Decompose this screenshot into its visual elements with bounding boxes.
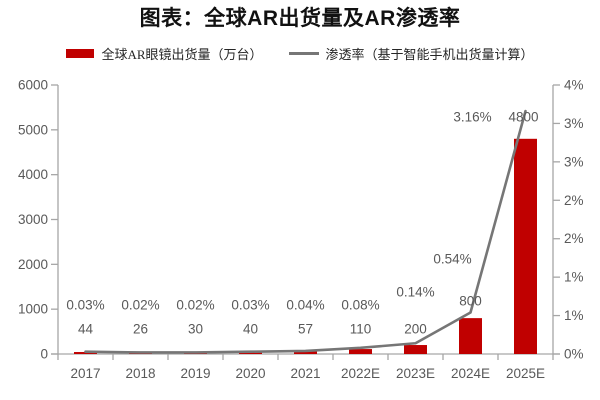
value-label-2021: 57 bbox=[298, 322, 313, 337]
gray-line-swatch-icon bbox=[288, 52, 319, 55]
x-axis-label-2018: 2018 bbox=[125, 366, 155, 381]
pct-label-2022E: 0.08% bbox=[341, 298, 379, 313]
left-axis-tick-label: 5000 bbox=[18, 122, 48, 137]
pct-label-2023E: 0.14% bbox=[396, 285, 434, 300]
x-axis-label-2025E: 2025E bbox=[506, 366, 545, 381]
legend-item-shipments: 全球AR眼镜出货量（万台） bbox=[66, 44, 263, 63]
x-axis-label-2021: 2021 bbox=[290, 366, 320, 381]
value-label-2019: 30 bbox=[188, 322, 203, 337]
pct-label-2018: 0.02% bbox=[121, 298, 159, 313]
right-axis-tick-label: 4% bbox=[564, 78, 584, 93]
x-axis-label-2022E: 2022E bbox=[341, 366, 380, 381]
pct-label-2019: 0.02% bbox=[176, 298, 214, 313]
x-axis-label-2020: 2020 bbox=[235, 366, 265, 381]
pct-label-2024E: 0.54% bbox=[433, 252, 471, 267]
bar-2023E bbox=[404, 345, 427, 354]
bar-2021 bbox=[294, 351, 317, 354]
pct-label-2020: 0.03% bbox=[231, 298, 269, 313]
x-axis-label-2024E: 2024E bbox=[451, 366, 490, 381]
pct-label-2017: 0.03% bbox=[66, 298, 104, 313]
left-axis-tick-label: 2000 bbox=[18, 257, 48, 272]
penetration-line bbox=[84, 109, 527, 354]
left-axis-tick-label: 1000 bbox=[18, 302, 48, 317]
left-axis-tick-label: 4000 bbox=[18, 167, 48, 182]
value-label-2023E: 200 bbox=[404, 322, 427, 337]
chart-legend: 全球AR眼镜出货量（万台） 渗透率（基于智能手机出货量计算） bbox=[0, 44, 600, 63]
pct-label-2025E: 3.16% bbox=[453, 110, 491, 125]
value-label-2025E: 4800 bbox=[508, 110, 538, 125]
bar-2017 bbox=[74, 352, 97, 354]
value-label-2022E: 110 bbox=[350, 322, 372, 337]
right-axis-tick-label: 2% bbox=[564, 193, 584, 208]
right-axis-tick-label: 1% bbox=[564, 270, 584, 285]
x-axis-label-2019: 2019 bbox=[180, 366, 210, 381]
value-label-2024E: 800 bbox=[459, 294, 482, 309]
left-axis-tick-label: 6000 bbox=[18, 78, 48, 93]
left-axis-tick-label: 3000 bbox=[18, 212, 48, 227]
right-axis-tick-label: 3% bbox=[564, 154, 584, 169]
bar-2024E bbox=[459, 318, 482, 354]
x-axis-label-2017: 2017 bbox=[70, 366, 100, 381]
right-axis-tick-label: 1% bbox=[564, 308, 584, 323]
x-axis-label-2023E: 2023E bbox=[396, 366, 435, 381]
red-bar-swatch-icon bbox=[66, 49, 95, 58]
value-label-2018: 26 bbox=[133, 322, 148, 337]
bar-2025E bbox=[514, 138, 537, 354]
value-label-2017: 44 bbox=[78, 322, 94, 337]
legend-label-shipments: 全球AR眼镜出货量（万台） bbox=[101, 47, 263, 62]
right-axis-tick-label: 3% bbox=[564, 116, 584, 131]
bar-2020 bbox=[239, 352, 262, 354]
right-axis-tick-label: 2% bbox=[564, 231, 584, 246]
value-label-2020: 40 bbox=[243, 322, 258, 337]
left-axis-tick-label: 0 bbox=[40, 347, 48, 362]
legend-label-penetration: 渗透率（基于智能手机出货量计算） bbox=[325, 47, 534, 62]
bar-2022E bbox=[349, 349, 372, 354]
right-axis-tick-label: 0% bbox=[564, 347, 584, 362]
pct-label-2021: 0.04% bbox=[286, 298, 324, 313]
legend-item-penetration: 渗透率（基于智能手机出货量计算） bbox=[288, 44, 534, 63]
chart-title: 图表：全球AR出货量及AR渗透率 bbox=[139, 7, 461, 30]
